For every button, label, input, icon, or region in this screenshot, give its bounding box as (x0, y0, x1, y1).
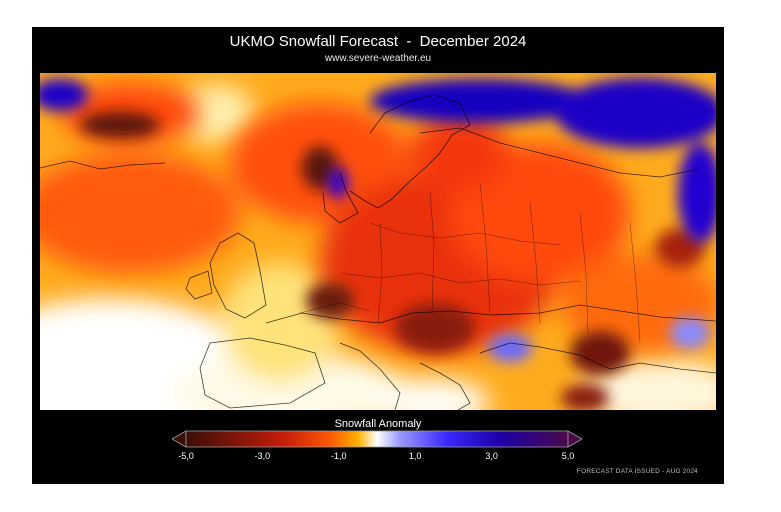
colorbar-tick-label: -1,0 (331, 451, 347, 461)
map-subtitle: www.severe-weather.eu (324, 53, 432, 64)
colorbar-tick-label: -5,0 (178, 451, 194, 461)
colorbar-tick-label: -3,0 (254, 451, 271, 461)
colorbar-right-arrow (567, 430, 582, 448)
colorbar-tick-label: 1,0 (408, 451, 422, 461)
neutral-areas (40, 85, 716, 410)
forecast-issued-note: FORECAST DATA ISSUED - AUG 2024 (576, 468, 698, 475)
forecast-panel: UKMO Snowfall Forecast - December 2024 w… (32, 27, 724, 484)
strong-negative-areas (80, 112, 705, 410)
colorbar-left-arrow (172, 430, 187, 448)
colorbar-tick-label: 5,0 (561, 451, 575, 461)
positive-areas (40, 78, 716, 362)
map-title: UKMO Snowfall Forecast - December 2024 (229, 33, 527, 50)
colorbar-tick-label: 3,0 (485, 451, 498, 461)
anomaly-map (40, 73, 716, 410)
colorbar (172, 430, 582, 448)
colorbar-gradient (185, 430, 569, 448)
coastlines (40, 94, 716, 410)
legend-title: Snowfall Anomaly (334, 418, 422, 430)
country-borders (299, 182, 641, 344)
